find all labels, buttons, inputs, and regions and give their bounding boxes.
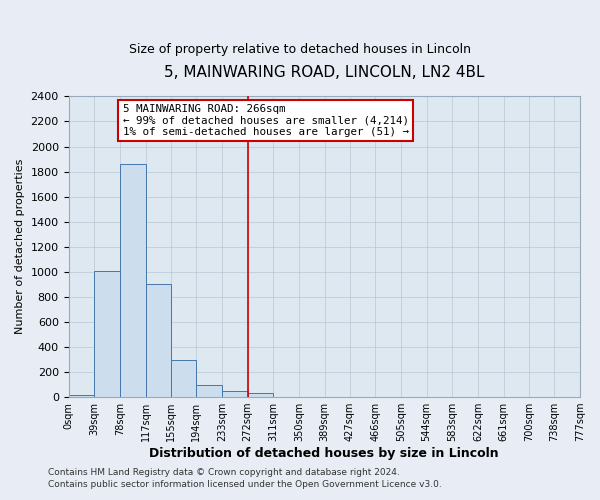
X-axis label: Distribution of detached houses by size in Lincoln: Distribution of detached houses by size … — [149, 447, 499, 460]
Text: 5 MAINWARING ROAD: 266sqm
← 99% of detached houses are smaller (4,214)
1% of sem: 5 MAINWARING ROAD: 266sqm ← 99% of detac… — [122, 104, 409, 137]
Bar — [120, 164, 146, 397]
Text: Contains HM Land Registry data © Crown copyright and database right 2024.
Contai: Contains HM Land Registry data © Crown c… — [48, 468, 442, 489]
Bar — [196, 384, 222, 397]
Bar — [248, 392, 273, 397]
Bar — [170, 360, 196, 397]
Bar — [94, 270, 120, 397]
Bar — [146, 284, 170, 397]
Title: 5, MAINWARING ROAD, LINCOLN, LN2 4BL: 5, MAINWARING ROAD, LINCOLN, LN2 4BL — [164, 65, 485, 80]
Text: Size of property relative to detached houses in Lincoln: Size of property relative to detached ho… — [129, 42, 471, 56]
Bar — [68, 394, 94, 397]
Bar — [222, 391, 248, 397]
Y-axis label: Number of detached properties: Number of detached properties — [15, 159, 25, 334]
